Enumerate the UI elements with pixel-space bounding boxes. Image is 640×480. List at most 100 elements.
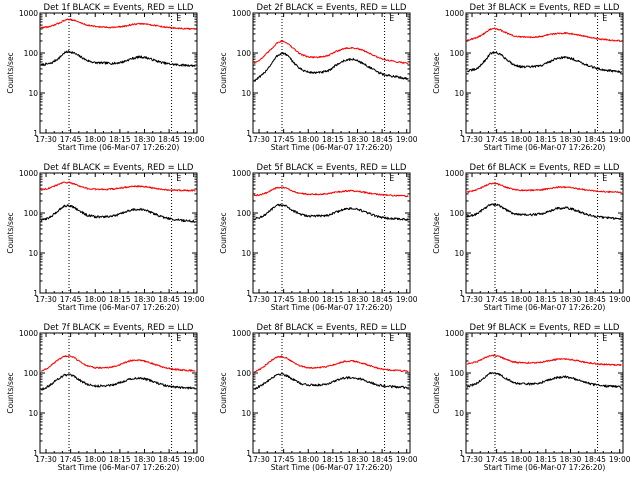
- x-tick-label: 17:45: [273, 295, 295, 304]
- y-tick-label: 1: [33, 289, 38, 298]
- y-tick-label: 1: [33, 449, 38, 458]
- x-axis-label: Start Time (06-Mar-07 17:26:20): [271, 143, 393, 152]
- series-lld-line: [253, 186, 409, 198]
- event-marker: E: [602, 14, 607, 23]
- x-tick-label: 18:45: [584, 455, 606, 464]
- y-tick-label: 1000: [232, 329, 251, 338]
- x-tick-label: 18:45: [584, 295, 606, 304]
- x-tick-label: 18:45: [371, 135, 393, 144]
- event-marker: E: [176, 174, 181, 183]
- y-axis-label: Counts/sec: [219, 212, 228, 253]
- y-tick-label: 1: [459, 449, 464, 458]
- x-tick-label: 19:00: [183, 295, 205, 304]
- x-tick-label: 17:30: [461, 135, 483, 144]
- panel-title: Det 2f BLACK = Events, RED = LLD: [257, 3, 407, 13]
- y-tick-label: 1: [246, 449, 251, 458]
- x-tick-label: 18:00: [510, 455, 532, 464]
- y-tick-label: 100: [450, 209, 465, 218]
- event-marker: E: [389, 334, 394, 343]
- series-lld-line: [40, 354, 196, 372]
- series-lld-line: [40, 18, 196, 30]
- x-tick-label: 18:15: [322, 135, 344, 144]
- y-tick-label: 10: [454, 89, 464, 98]
- x-tick-label: 18:15: [535, 455, 557, 464]
- y-tick-label: 100: [237, 49, 252, 58]
- y-tick-label: 10: [241, 89, 251, 98]
- y-tick-label: 1000: [445, 329, 464, 338]
- x-tick-label: 18:15: [535, 295, 557, 304]
- y-tick-label: 1000: [445, 169, 464, 178]
- x-tick-label: 17:45: [486, 135, 508, 144]
- series-events-line: [253, 52, 409, 82]
- series-lld-line: [40, 181, 196, 192]
- y-tick-label: 10: [28, 409, 38, 418]
- panel-title: Det 5f BLACK = Events, RED = LLD: [257, 163, 407, 173]
- series-events-line: [253, 203, 409, 221]
- x-tick-label: 18:00: [297, 135, 319, 144]
- y-tick-label: 10: [241, 249, 251, 258]
- series-events-line: [40, 50, 196, 68]
- y-tick-label: 10: [454, 249, 464, 258]
- panel-title: Det 9f BLACK = Events, RED = LLD: [470, 323, 620, 333]
- x-tick-label: 18:30: [347, 295, 369, 304]
- plot-frame: [39, 172, 198, 294]
- y-tick-label: 1000: [232, 169, 251, 178]
- series-events-line: [253, 372, 409, 390]
- y-tick-label: 100: [24, 49, 39, 58]
- x-tick-label: 17:30: [248, 455, 270, 464]
- x-tick-label: 17:45: [60, 455, 82, 464]
- x-tick-label: 19:00: [183, 135, 205, 144]
- event-marker: E: [176, 14, 181, 23]
- event-marker: E: [389, 14, 394, 23]
- x-tick-label: 17:30: [248, 295, 270, 304]
- plot-frame: [465, 172, 624, 294]
- x-tick-label: 18:30: [134, 135, 156, 144]
- x-tick-label: 18:45: [584, 135, 606, 144]
- y-tick-label: 1000: [19, 9, 38, 18]
- event-marker: E: [602, 334, 607, 343]
- x-axis-label: Start Time (06-Mar-07 17:26:20): [271, 303, 393, 312]
- plot-frame: [252, 12, 411, 134]
- y-axis-label: Counts/sec: [6, 52, 15, 93]
- plot-frame: [252, 172, 411, 294]
- panel-title: Det 4f BLACK = Events, RED = LLD: [44, 163, 194, 173]
- plot-frame: [465, 332, 624, 454]
- x-axis-label: Start Time (06-Mar-07 17:26:20): [271, 463, 393, 472]
- series-lld-line: [253, 40, 409, 65]
- y-tick-label: 1000: [19, 329, 38, 338]
- x-axis-label: Start Time (06-Mar-07 17:26:20): [58, 463, 180, 472]
- series-lld-line: [466, 354, 622, 367]
- x-tick-label: 18:30: [134, 455, 156, 464]
- x-tick-label: 19:00: [609, 455, 631, 464]
- x-tick-label: 17:30: [35, 455, 57, 464]
- x-tick-label: 18:15: [322, 455, 344, 464]
- series-lld-line: [466, 27, 622, 43]
- plot-frame: [39, 332, 198, 454]
- x-tick-label: 18:15: [322, 295, 344, 304]
- x-tick-label: 18:30: [560, 135, 582, 144]
- event-marker: E: [602, 174, 607, 183]
- x-tick-label: 17:45: [60, 135, 82, 144]
- panel-title: Det 7f BLACK = Events, RED = LLD: [44, 323, 194, 333]
- y-tick-label: 1000: [445, 9, 464, 18]
- x-axis-label: Start Time (06-Mar-07 17:26:20): [484, 143, 606, 152]
- series-events-line: [40, 373, 196, 391]
- y-axis-label: Counts/sec: [432, 52, 441, 93]
- x-tick-label: 18:00: [297, 295, 319, 304]
- x-tick-label: 18:15: [109, 295, 131, 304]
- y-tick-label: 100: [237, 369, 252, 378]
- x-tick-label: 17:45: [486, 295, 508, 304]
- x-tick-label: 19:00: [396, 295, 418, 304]
- x-tick-label: 18:15: [109, 455, 131, 464]
- event-marker: E: [389, 174, 394, 183]
- plot-frame: [252, 332, 411, 454]
- x-tick-label: 18:45: [158, 455, 180, 464]
